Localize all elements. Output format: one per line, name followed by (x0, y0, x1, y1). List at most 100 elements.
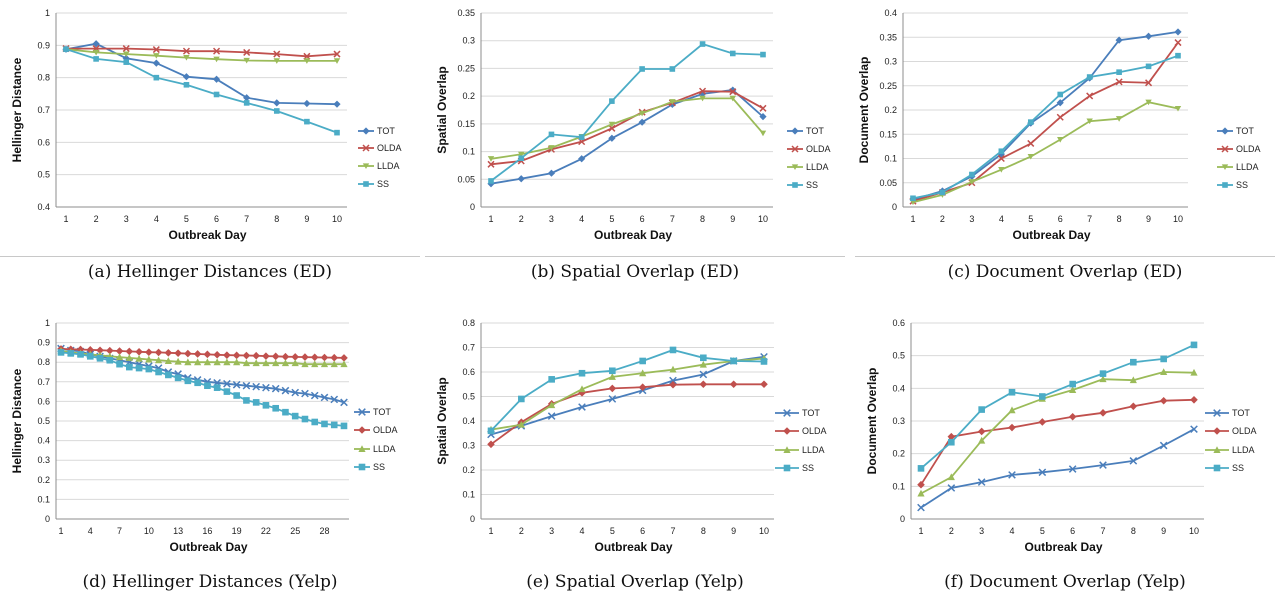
series-line (920, 371, 1195, 495)
x-axis-title: Outbreak Day (594, 540, 672, 554)
caption-separator (425, 256, 845, 257)
series-tot (487, 86, 767, 188)
data-point-marker (759, 104, 767, 112)
data-point-marker (334, 129, 340, 136)
y-tick-label: 0.7 (37, 377, 50, 387)
chart-caption: (e) Spatial Overlap (Yelp) (526, 572, 744, 592)
y-tick-label: 0.3 (892, 416, 905, 426)
x-axis-title: Outbreak Day (169, 540, 247, 554)
data-point-marker (1027, 139, 1035, 147)
legend-marker (791, 145, 799, 153)
series-tot (62, 40, 341, 108)
data-point-marker (340, 354, 348, 362)
data-point-marker (487, 427, 495, 435)
data-point-marker (282, 408, 289, 416)
data-point-marker (1069, 386, 1077, 393)
series-line (490, 89, 764, 185)
data-point-marker (77, 351, 84, 358)
data-point-marker (729, 86, 737, 94)
data-point-marker (183, 81, 190, 88)
y-tick-label: 0.3 (462, 441, 475, 451)
legend-marker (362, 127, 370, 135)
data-point-marker (638, 110, 646, 117)
data-point-marker (1129, 376, 1137, 384)
data-point-marker (135, 348, 143, 356)
data-point-marker (330, 421, 338, 429)
x-tick-label: 5 (184, 214, 189, 224)
legend-label: SS (1236, 180, 1248, 190)
data-point-marker (1159, 441, 1168, 450)
y-tick-label: 0.5 (37, 170, 50, 180)
data-point-marker (968, 179, 976, 185)
series-llda (487, 95, 767, 162)
data-point-marker (291, 412, 299, 420)
y-tick-label: 0.3 (462, 36, 475, 46)
legend-label: TOT (806, 126, 824, 136)
data-point-marker (1068, 412, 1077, 421)
data-point-marker (116, 360, 123, 368)
data-point-marker (998, 167, 1005, 173)
data-point-marker (578, 403, 586, 411)
data-point-marker (183, 55, 190, 61)
data-point-marker (243, 48, 251, 56)
chart-caption: (b) Spatial Overlap (ED) (530, 262, 740, 282)
legend-label: SS (1232, 463, 1244, 473)
x-tick-label: 16 (202, 526, 212, 536)
legend-marker (791, 127, 799, 135)
legend-label: TOT (1232, 408, 1250, 418)
data-point-marker (281, 386, 290, 395)
legend-label: LLDA (1232, 445, 1255, 455)
x-axis-title: Outbreak Day (594, 228, 672, 242)
legend: TOT OLDA LLDA SS (787, 126, 831, 190)
data-point-marker (1175, 52, 1181, 59)
data-point-marker (126, 363, 133, 371)
series-line (66, 47, 338, 58)
data-point-marker (760, 380, 768, 389)
series-line (490, 383, 764, 446)
x-tick-label: 4 (579, 526, 584, 536)
data-point-marker (212, 75, 221, 83)
legend-marker (783, 427, 791, 435)
x-tick-label: 8 (1117, 214, 1122, 224)
series-llda (917, 368, 1198, 497)
data-point-marker (291, 388, 300, 397)
data-point-marker (947, 484, 956, 492)
y-tick-label: 0.1 (462, 147, 475, 157)
y-tick-label: 0.3 (884, 57, 897, 67)
y-tick-label: 0.8 (37, 357, 50, 367)
data-point-marker (998, 148, 1005, 155)
data-point-marker (262, 383, 270, 392)
data-point-marker (1145, 63, 1152, 70)
y-tick-label: 0.4 (462, 416, 475, 426)
caption-separator (0, 256, 420, 257)
data-point-marker (977, 427, 986, 436)
y-tick-label: 0.2 (892, 449, 905, 459)
data-point-marker (232, 351, 241, 360)
data-point-marker (1130, 358, 1137, 366)
data-point-marker (978, 406, 985, 413)
data-point-marker (204, 382, 211, 390)
y-tick-label: 0.6 (462, 367, 475, 377)
legend-label: TOT (373, 407, 391, 417)
y-tick-label: 0.1 (462, 490, 475, 500)
data-point-marker (639, 357, 646, 365)
legend-label: OLDA (1232, 426, 1257, 436)
series-olda (487, 87, 767, 168)
x-tick-label: 7 (670, 526, 675, 536)
y-tick-label: 0.7 (37, 105, 50, 115)
x-tick-label: 1 (488, 526, 493, 536)
y-tick-label: 0.6 (37, 396, 50, 406)
y-tick-label: 0.05 (879, 178, 897, 188)
y-tick-label: 0.4 (892, 383, 905, 393)
data-point-marker (184, 377, 192, 385)
data-point-marker (547, 169, 556, 177)
legend-label: LLDA (802, 445, 825, 455)
x-tick-label: 5 (610, 526, 615, 536)
chart-svg: 0.4 0.5 0.6 0.7 0.8 0.9 1 1 2 3 4 5 6 7 8 9 10 Outbreak D… (10, 8, 402, 242)
series-line (912, 54, 1179, 200)
data-point-marker (174, 357, 182, 365)
data-point-marker (154, 348, 163, 357)
legend-label: OLDA (1236, 144, 1261, 154)
chart-panel-document-ed: 0 0.05 0.1 0.15 0.2 0.25 0.3 0.35 0.4 1 2 3 4 5 6 7 8 9 10… (855, 0, 1275, 302)
legend: TOT OLDA LLDA SS (1205, 408, 1257, 473)
